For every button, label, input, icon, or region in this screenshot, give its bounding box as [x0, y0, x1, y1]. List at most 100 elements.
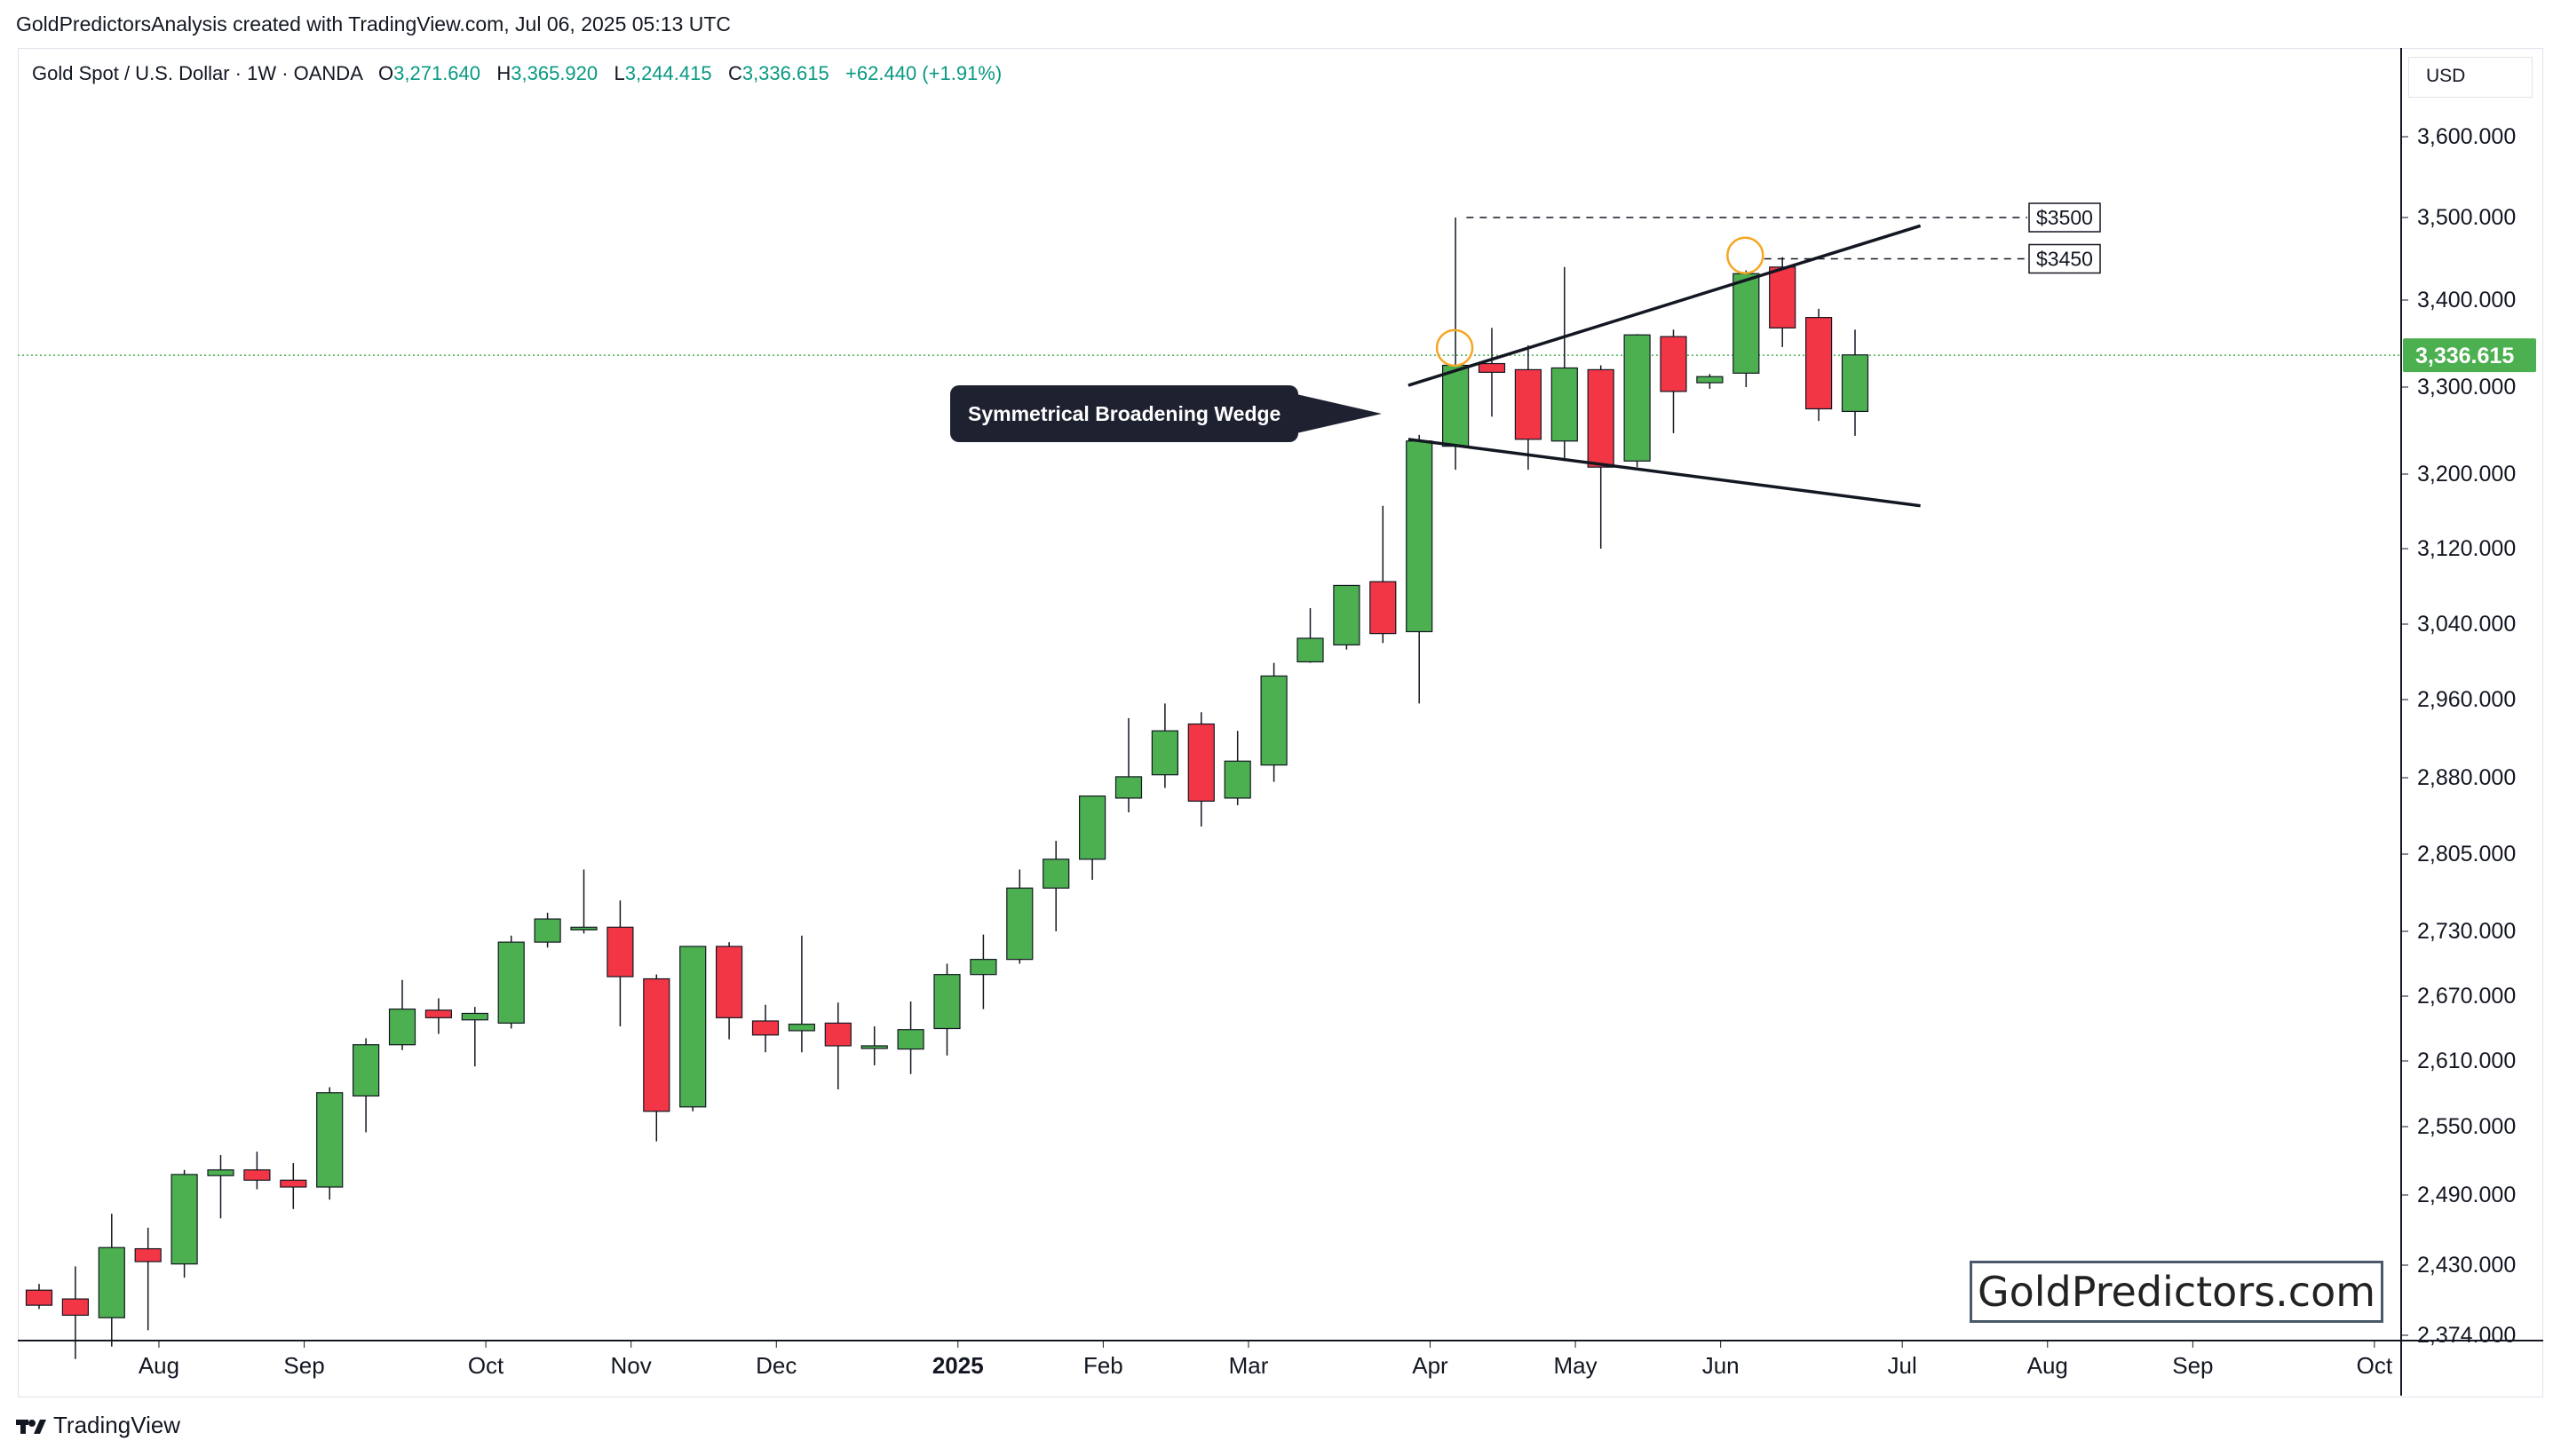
candle-body[interactable] [497, 941, 525, 1025]
last-price-label: 3,336.615 [2415, 344, 2514, 368]
price-axis-label: 2,805.000 [2417, 842, 2516, 866]
chart-frame [18, 48, 2543, 1397]
candle-body[interactable] [1841, 354, 1869, 413]
candle-body[interactable] [788, 1024, 816, 1032]
candle-body[interactable] [1043, 859, 1070, 889]
time-axis-label: Sep [2172, 1352, 2213, 1379]
chart-annotations: $3500 $3450 [1407, 202, 2101, 508]
candle-body[interactable] [1006, 887, 1034, 961]
time-axis-label: Jul [1888, 1352, 1917, 1379]
close-value: 3,336.615 [741, 62, 829, 84]
price-axis-label: 2,374.000 [2417, 1323, 2516, 1348]
wedge-lower-trendline [1407, 438, 1921, 508]
candle-body[interactable] [353, 1044, 380, 1097]
candle-body[interactable] [61, 1298, 90, 1317]
candle-body[interactable] [1696, 376, 1724, 384]
price-axis-label: 3,120.000 [2417, 536, 2516, 561]
candle-body[interactable] [424, 1009, 452, 1018]
time-axis-label: Jun [1702, 1352, 1740, 1379]
candle-body[interactable] [970, 959, 997, 976]
candle-body[interactable] [1769, 266, 1796, 328]
candle-body[interactable] [824, 1022, 852, 1047]
candle-body[interactable] [751, 1020, 780, 1036]
price-axis-label: 2,610.000 [2417, 1048, 2516, 1073]
candle-body[interactable] [1623, 334, 1651, 462]
level-3450-label: $3450 [2036, 248, 2093, 271]
price-axis-label: 2,730.000 [2417, 919, 2516, 944]
time-axis-label: Oct [468, 1352, 504, 1379]
time-axis-label: Feb [1083, 1352, 1123, 1379]
level-3500-label: $3500 [2036, 206, 2093, 229]
candle-body[interactable] [1478, 362, 1506, 373]
candle-body[interactable] [534, 918, 561, 943]
candle-body[interactable] [1260, 675, 1288, 766]
open-label: O [378, 62, 394, 84]
low-label: L [614, 62, 625, 84]
symbol-legend[interactable]: Gold Spot / U.S. Dollar · 1W · OANDA O 3,… [32, 62, 1002, 85]
candle-body[interactable] [1151, 730, 1179, 776]
candle-body[interactable] [1296, 637, 1324, 663]
currency-label: USD [2426, 66, 2466, 86]
candle-body[interactable] [1441, 364, 1470, 447]
price-axis-label: 2,960.000 [2417, 687, 2516, 712]
candle-body[interactable] [243, 1169, 271, 1181]
candle-body[interactable] [860, 1045, 888, 1049]
candle-body[interactable] [607, 926, 634, 977]
time-axis-label: Sep [283, 1352, 324, 1379]
time-axis[interactable]: Aug Sep Oct Nov Dec 2025 Feb Mar Apr May Jun Jul Aug… [139, 1341, 2393, 1379]
highlight-circle [1435, 328, 1474, 368]
candle-body[interactable] [1660, 336, 1687, 392]
candle-body[interactable] [1078, 795, 1106, 860]
candle-body[interactable] [207, 1169, 234, 1176]
candle-body[interactable] [715, 946, 743, 1018]
candle-body[interactable] [643, 977, 670, 1112]
highlight-circle [1726, 236, 1764, 275]
candle-body[interactable] [134, 1247, 162, 1262]
wedge-upper-trendline [1407, 224, 1922, 387]
candle-body[interactable] [897, 1029, 924, 1050]
candle-body[interactable] [1550, 367, 1578, 442]
tradingview-footer[interactable]: TradingView [16, 1412, 180, 1439]
candle-body[interactable] [1187, 723, 1215, 802]
price-axis-label: 2,430.000 [2417, 1253, 2516, 1278]
candle-body[interactable] [461, 1012, 488, 1021]
candle-body[interactable] [280, 1179, 307, 1188]
change-value: +62.440 (+1.91%) [845, 62, 1003, 84]
candle-body[interactable] [1369, 581, 1397, 635]
candle-body[interactable] [570, 926, 598, 930]
time-axis-label: Oct [2357, 1352, 2393, 1379]
time-axis-label: Apr [1412, 1352, 1448, 1379]
time-axis-label: Mar [1229, 1352, 1269, 1379]
currency-selector[interactable] [2408, 57, 2533, 98]
candle-bodies [25, 266, 1869, 1318]
price-axis[interactable]: 3,600.000 3,500.000 3,400.000 3,300.000 3,20… [2401, 124, 2536, 1348]
candle-body[interactable] [1224, 760, 1251, 799]
candle-body[interactable] [1804, 317, 1833, 410]
candle-body[interactable] [1587, 368, 1614, 468]
symbol-name: Gold Spot / U.S. Dollar · 1W · OANDA [32, 62, 362, 84]
candle-body[interactable] [1514, 368, 1542, 440]
price-axis-label: 3,400.000 [2417, 288, 2516, 313]
candle-body[interactable] [933, 974, 961, 1030]
candle-body[interactable] [25, 1289, 53, 1306]
close-label: C [727, 62, 742, 84]
time-axis-label: May [1554, 1352, 1598, 1379]
time-axis-label: Nov [611, 1352, 652, 1379]
price-axis-label: 2,880.000 [2417, 765, 2516, 790]
candle-body[interactable] [98, 1246, 125, 1318]
low-value: 3,244.415 [624, 62, 712, 84]
price-axis-label: 3,040.000 [2417, 612, 2516, 637]
candle-body[interactable] [1333, 584, 1360, 645]
time-axis-label: Aug [2027, 1352, 2068, 1379]
candle-body[interactable] [170, 1174, 198, 1265]
candle-body[interactable] [1732, 273, 1760, 374]
price-axis-label: 2,550.000 [2417, 1114, 2516, 1139]
candle-body[interactable] [1406, 440, 1433, 633]
tradingview-logo-icon [16, 1419, 46, 1434]
candle-body[interactable] [316, 1092, 344, 1188]
price-axis-label: 2,670.000 [2417, 984, 2516, 1009]
candle-body[interactable] [1114, 776, 1143, 799]
candle-body[interactable] [679, 946, 707, 1108]
candle-body[interactable] [388, 1008, 416, 1046]
